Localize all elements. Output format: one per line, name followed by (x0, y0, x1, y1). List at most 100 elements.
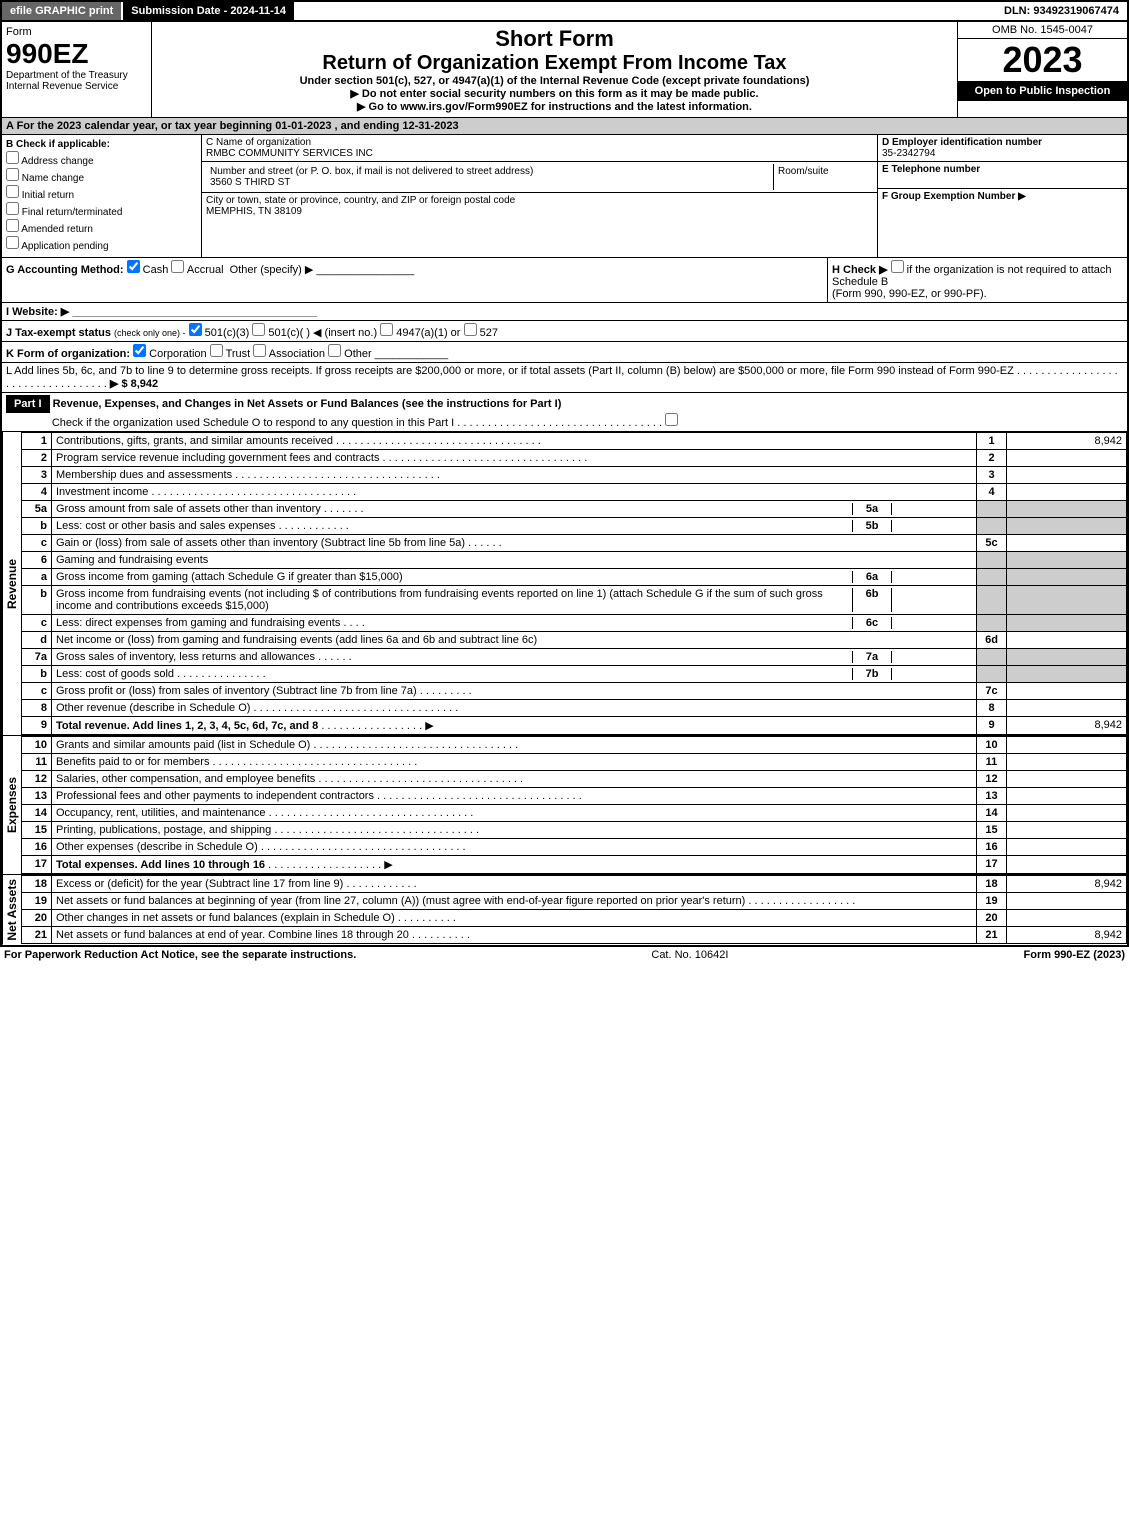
chk-accrual[interactable] (171, 260, 184, 273)
line-7a: 7aGross sales of inventory, less returns… (22, 649, 1127, 666)
addr-value: 3560 S THIRD ST (210, 177, 769, 188)
cash-label: Cash (143, 264, 169, 276)
net-assets-table: 18Excess or (deficit) for the year (Subt… (21, 875, 1127, 944)
revenue-section: Revenue 1Contributions, gifts, grants, a… (2, 432, 1127, 736)
chk-amended-return[interactable]: Amended return (6, 219, 197, 235)
line-15: 15Printing, publications, postage, and s… (22, 822, 1127, 839)
ssn-note: ▶ Do not enter social security numbers o… (156, 87, 953, 100)
line-5c: cGain or (loss) from sale of assets othe… (22, 535, 1127, 552)
line-18: 18Excess or (deficit) for the year (Subt… (22, 876, 1127, 893)
line-k-label: K Form of organization: (6, 348, 130, 360)
line-6a: aGross income from gaming (attach Schedu… (22, 569, 1127, 586)
form-subtitle: Under section 501(c), 527, or 4947(a)(1)… (156, 75, 953, 87)
org-name: RMBC COMMUNITY SERVICES INC (206, 148, 873, 159)
line-12: 12Salaries, other compensation, and empl… (22, 771, 1127, 788)
chk-trust[interactable] (210, 344, 223, 357)
ein-label: D Employer identification number (882, 137, 1123, 148)
header: Form 990EZ Department of the Treasury In… (2, 22, 1127, 118)
line-9: 9Total revenue. Add lines 1, 2, 3, 4, 5c… (22, 717, 1127, 735)
net-assets-label: Net Assets (2, 875, 21, 945)
chk-association[interactable] (253, 344, 266, 357)
line-h-label: H Check ▶ (832, 264, 888, 276)
line-10: 10Grants and similar amounts paid (list … (22, 737, 1127, 754)
opt-other: Other (344, 348, 372, 360)
opt-527: 527 (480, 327, 498, 339)
chk-name-change[interactable]: Name change (6, 168, 197, 184)
room-suite-label: Room/suite (773, 164, 873, 190)
box-b: B Check if applicable: Address change Na… (2, 135, 202, 257)
chk-schedule-o[interactable] (665, 413, 678, 426)
expenses-section: Expenses 10Grants and similar amounts pa… (2, 736, 1127, 875)
line-l-val: ▶ $ 8,942 (110, 378, 158, 390)
chk-application-pending[interactable]: Application pending (6, 236, 197, 252)
opt-4947: 4947(a)(1) or (396, 327, 460, 339)
box-d-e-f: D Employer identification number 35-2342… (877, 135, 1127, 257)
line-7c: cGross profit or (loss) from sales of in… (22, 683, 1127, 700)
footer-left: For Paperwork Reduction Act Notice, see … (4, 949, 356, 961)
submission-date-button[interactable]: Submission Date - 2024-11-14 (123, 2, 294, 20)
chk-501c3[interactable] (189, 323, 202, 336)
phone-label: E Telephone number (882, 164, 1123, 175)
box-c: C Name of organization RMBC COMMUNITY SE… (202, 135, 877, 257)
short-form-title: Short Form (156, 26, 953, 52)
dln-label: DLN: 93492319067474 (996, 2, 1127, 20)
line-a: A For the 2023 calendar year, or tax yea… (2, 118, 1127, 135)
chk-corporation[interactable] (133, 344, 146, 357)
org-name-label: C Name of organization (206, 137, 873, 148)
line-j-sub: (check only one) - (114, 328, 186, 338)
opt-501c3: 501(c)(3) (205, 327, 250, 339)
line-3: 3Membership dues and assessments3 (22, 467, 1127, 484)
line-11: 11Benefits paid to or for members11 (22, 754, 1127, 771)
revenue-table: 1Contributions, gifts, grants, and simil… (21, 432, 1127, 735)
efile-print-button[interactable]: efile GRAPHIC print (2, 2, 121, 20)
opt-assoc: Association (269, 348, 325, 360)
line-17: 17Total expenses. Add lines 10 through 1… (22, 856, 1127, 874)
line-13: 13Professional fees and other payments t… (22, 788, 1127, 805)
line-7b: bLess: cost of goods sold . . . . . . . … (22, 666, 1127, 683)
ein-value: 35-2342794 (882, 148, 1123, 159)
chk-4947[interactable] (380, 323, 393, 336)
form-word: Form (6, 26, 147, 38)
revenue-label: Revenue (2, 432, 21, 735)
footer-center: Cat. No. 10642I (356, 949, 1023, 961)
form-title: Return of Organization Exempt From Incom… (156, 52, 953, 75)
line-14: 14Occupancy, rent, utilities, and mainte… (22, 805, 1127, 822)
city-label: City or town, state or province, country… (206, 195, 873, 206)
box-b-title: B Check if applicable: (6, 139, 197, 150)
line-1: 1Contributions, gifts, grants, and simil… (22, 433, 1127, 450)
line-h-text2: (Form 990, 990-EZ, or 990-PF). (832, 288, 987, 300)
line-6d: dNet income or (loss) from gaming and fu… (22, 632, 1127, 649)
open-inspection: Open to Public Inspection (958, 81, 1127, 101)
opt-501c: 501(c)( ) ◀ (insert no.) (268, 327, 377, 339)
net-assets-section: Net Assets 18Excess or (deficit) for the… (2, 875, 1127, 945)
footer-right: Form 990-EZ (2023) (1024, 949, 1125, 961)
part-1-badge: Part I (6, 395, 50, 413)
line-i: I Website: ▶ ___________________________… (2, 303, 321, 320)
group-exemption-label: F Group Exemption Number ▶ (882, 191, 1026, 202)
expenses-table: 10Grants and similar amounts paid (list … (21, 736, 1127, 874)
dept-label: Department of the Treasury (6, 70, 147, 81)
line-g-h: G Accounting Method: Cash Accrual Other … (2, 258, 1127, 303)
chk-other-org[interactable] (328, 344, 341, 357)
chk-501c[interactable] (252, 323, 265, 336)
opt-trust: Trust (226, 348, 251, 360)
line-16: 16Other expenses (describe in Schedule O… (22, 839, 1127, 856)
line-19: 19Net assets or fund balances at beginni… (22, 893, 1127, 910)
website-note: ▶ Go to www.irs.gov/Form990EZ for instru… (156, 100, 953, 113)
line-6b: bGross income from fundraising events (n… (22, 586, 1127, 615)
line-j-label: J Tax-exempt status (6, 327, 111, 339)
chk-initial-return[interactable]: Initial return (6, 185, 197, 201)
city-value: MEMPHIS, TN 38109 (206, 206, 873, 217)
section-b-c-d: B Check if applicable: Address change Na… (2, 135, 1127, 258)
form-container: efile GRAPHIC print Submission Date - 20… (0, 0, 1129, 947)
chk-527[interactable] (464, 323, 477, 336)
chk-schedule-b[interactable] (891, 260, 904, 273)
chk-cash[interactable] (127, 260, 140, 273)
part-1-header: Part I Revenue, Expenses, and Changes in… (2, 393, 1127, 432)
line-8: 8Other revenue (describe in Schedule O)8 (22, 700, 1127, 717)
footer: For Paperwork Reduction Act Notice, see … (0, 947, 1129, 963)
chk-final-return[interactable]: Final return/terminated (6, 202, 197, 218)
chk-address-change[interactable]: Address change (6, 151, 197, 167)
line-6: 6Gaming and fundraising events (22, 552, 1127, 569)
tax-year: 2023 (958, 39, 1127, 81)
